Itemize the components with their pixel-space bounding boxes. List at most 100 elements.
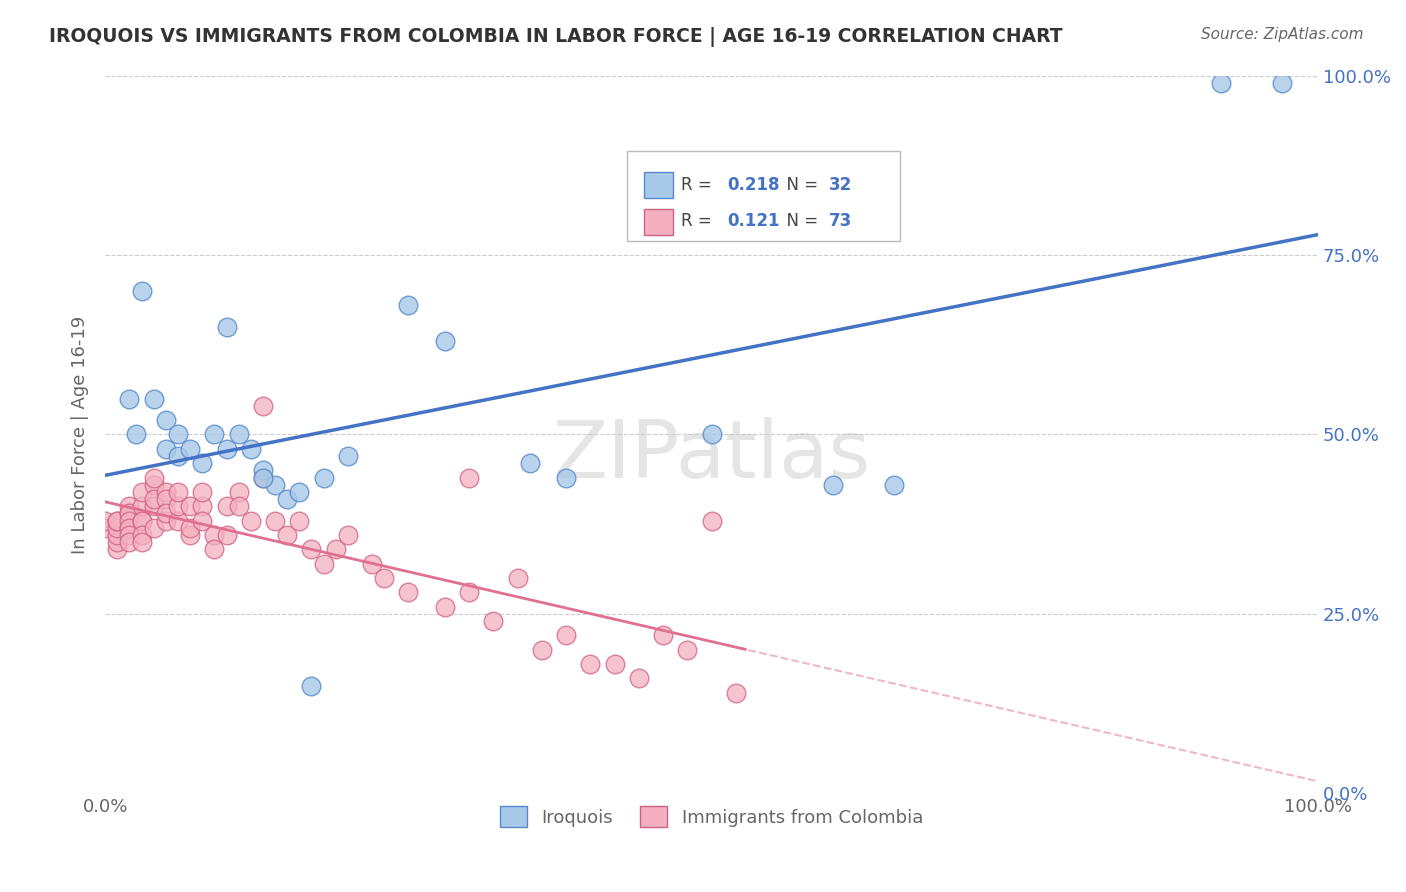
Point: [276, 528, 298, 542]
Point: [131, 284, 153, 298]
Point: [299, 542, 322, 557]
Point: [155, 514, 177, 528]
Point: [131, 500, 153, 514]
Point: [252, 463, 274, 477]
Point: [118, 514, 141, 528]
Text: N =: N =: [776, 212, 824, 230]
Point: [215, 319, 238, 334]
Point: [239, 442, 262, 456]
Point: [215, 442, 238, 456]
Point: [228, 427, 250, 442]
Point: [700, 427, 723, 442]
Point: [652, 628, 675, 642]
Text: 0.218: 0.218: [727, 176, 780, 194]
Point: [142, 477, 165, 491]
Point: [555, 470, 578, 484]
Point: [105, 535, 128, 549]
Point: [191, 500, 214, 514]
Point: [131, 484, 153, 499]
Point: [191, 484, 214, 499]
Point: [94, 521, 117, 535]
Point: [155, 484, 177, 499]
Point: [105, 514, 128, 528]
Point: [167, 514, 190, 528]
Point: [264, 477, 287, 491]
Point: [118, 392, 141, 406]
Point: [179, 500, 201, 514]
Point: [252, 470, 274, 484]
Point: [458, 470, 481, 484]
Point: [627, 672, 650, 686]
Point: [288, 514, 311, 528]
FancyBboxPatch shape: [644, 172, 673, 198]
Point: [1209, 76, 1232, 90]
Point: [519, 456, 541, 470]
Point: [118, 521, 141, 535]
Point: [433, 334, 456, 348]
Point: [105, 528, 128, 542]
Point: [724, 686, 747, 700]
Point: [167, 484, 190, 499]
Point: [555, 628, 578, 642]
Point: [179, 528, 201, 542]
Point: [124, 427, 146, 442]
Point: [288, 484, 311, 499]
Point: [215, 528, 238, 542]
Point: [105, 521, 128, 535]
Point: [142, 500, 165, 514]
Text: 0.121: 0.121: [727, 212, 780, 230]
Point: [179, 521, 201, 535]
Text: IROQUOIS VS IMMIGRANTS FROM COLOMBIA IN LABOR FORCE | AGE 16-19 CORRELATION CHAR: IROQUOIS VS IMMIGRANTS FROM COLOMBIA IN …: [49, 27, 1063, 46]
Point: [433, 599, 456, 614]
Point: [142, 392, 165, 406]
Point: [676, 642, 699, 657]
Point: [118, 521, 141, 535]
Point: [312, 470, 335, 484]
Point: [118, 500, 141, 514]
Point: [105, 542, 128, 557]
Point: [603, 657, 626, 672]
Point: [131, 535, 153, 549]
Point: [155, 507, 177, 521]
Text: R =: R =: [682, 176, 717, 194]
Point: [155, 413, 177, 427]
Text: Source: ZipAtlas.com: Source: ZipAtlas.com: [1201, 27, 1364, 42]
FancyBboxPatch shape: [627, 151, 900, 241]
Text: 32: 32: [830, 176, 852, 194]
Point: [361, 557, 384, 571]
Point: [191, 514, 214, 528]
Point: [398, 298, 420, 312]
Point: [142, 491, 165, 506]
Point: [131, 514, 153, 528]
Text: R =: R =: [682, 212, 717, 230]
Point: [118, 535, 141, 549]
Point: [202, 427, 225, 442]
Point: [179, 442, 201, 456]
Point: [94, 514, 117, 528]
Point: [167, 449, 190, 463]
Point: [458, 585, 481, 599]
Point: [530, 642, 553, 657]
Point: [118, 507, 141, 521]
Point: [506, 571, 529, 585]
Point: [579, 657, 602, 672]
Point: [325, 542, 347, 557]
Point: [336, 528, 359, 542]
Legend: Iroquois, Immigrants from Colombia: Iroquois, Immigrants from Colombia: [494, 799, 931, 835]
Point: [215, 500, 238, 514]
Point: [373, 571, 395, 585]
Point: [228, 500, 250, 514]
Point: [142, 521, 165, 535]
Point: [1271, 76, 1294, 90]
Point: [202, 542, 225, 557]
Point: [142, 470, 165, 484]
Point: [299, 679, 322, 693]
Point: [131, 514, 153, 528]
Point: [105, 514, 128, 528]
Point: [228, 484, 250, 499]
Point: [155, 442, 177, 456]
Point: [252, 470, 274, 484]
Text: ZIPatlas: ZIPatlas: [553, 417, 870, 495]
Point: [118, 528, 141, 542]
Point: [239, 514, 262, 528]
